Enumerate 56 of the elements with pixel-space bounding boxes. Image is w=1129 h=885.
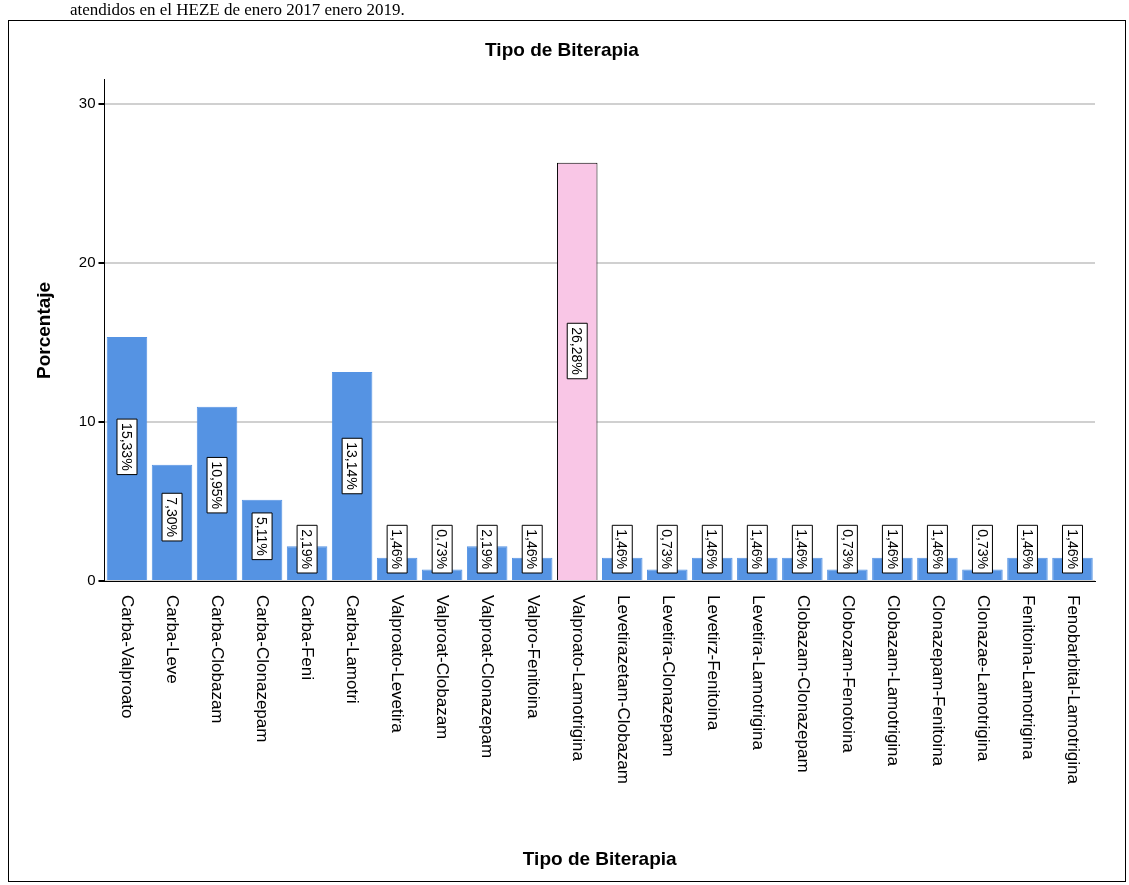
- x-tick-label: Fenobarbital-Lamotrigina: [1063, 595, 1083, 785]
- x-tick-label: Valproat-Clonazepam: [478, 595, 498, 759]
- data-label: 0,73%: [974, 529, 991, 569]
- data-label: 7,30%: [164, 497, 181, 537]
- x-tick-label: Clobazam-Lamotrigina: [883, 595, 903, 767]
- data-label: 0,73%: [434, 529, 451, 569]
- y-tick-label: 20: [78, 252, 96, 270]
- x-tick-label: Carba-Clobazam: [208, 595, 228, 724]
- x-tick-label: Valproato-Levetira: [388, 595, 408, 734]
- x-tick-label: Carba-Lamotri: [343, 595, 363, 704]
- y-tick-label: 0: [87, 571, 96, 589]
- x-tick-label: Levetira-Clonazepam: [658, 595, 678, 757]
- x-tick-label: Levetirazetam-Clobazam: [613, 595, 633, 784]
- x-tick-label: Carba-Clonazepam: [253, 595, 273, 743]
- data-label: 1,46%: [1019, 529, 1036, 569]
- data-label: 1,46%: [524, 529, 541, 569]
- chart-title: Tipo de Biterapia: [485, 38, 640, 60]
- data-label: 1,46%: [389, 529, 406, 569]
- bar: [331, 371, 373, 580]
- x-tick-label: Clobozam-Fenotoina: [838, 595, 858, 754]
- x-tick-label: Levetirz-Fenitoina: [703, 595, 723, 731]
- data-label: 1,46%: [704, 529, 721, 569]
- data-label: 1,46%: [614, 529, 631, 569]
- bar: [196, 406, 238, 580]
- y-tick-label: 10: [78, 412, 96, 430]
- x-tick-label: Clonazae-Lamotrigina: [973, 595, 993, 762]
- data-label: 5,11%: [254, 516, 271, 556]
- x-tick-label: Fenitoina-Lamotrigina: [1018, 595, 1038, 760]
- y-tick-label: 30: [78, 93, 96, 111]
- x-tick-label: Clobazam-Clonazepam: [793, 595, 813, 773]
- x-tick-label: Valproato-Lamotrigina: [568, 595, 588, 762]
- data-label: 0,73%: [839, 529, 856, 569]
- x-axis-title: Tipo de Biterapia: [522, 847, 678, 869]
- data-label: 13,14%: [344, 442, 361, 490]
- data-label: 1,46%: [794, 529, 811, 569]
- data-label: 10,95%: [209, 461, 226, 509]
- data-label: 1,46%: [929, 529, 946, 569]
- x-tick-label: Carba-Feni: [298, 595, 318, 681]
- data-label: 15,33%: [119, 423, 136, 471]
- y-axis-title: Porcentaje: [32, 281, 54, 379]
- data-label: 26,28%: [569, 327, 586, 375]
- x-tick-label: Valpro-Fenitoina: [523, 595, 543, 720]
- data-label: 1,46%: [884, 529, 901, 569]
- bar: [106, 337, 148, 580]
- data-label: 1,46%: [1064, 529, 1081, 569]
- data-label: 2,19%: [299, 529, 316, 569]
- data-label: 1,46%: [749, 529, 766, 569]
- x-tick-label: Carba-Valproato: [118, 595, 138, 719]
- bar: [151, 464, 193, 580]
- x-tick-label: Clonazepam-Fenitoina: [928, 595, 948, 767]
- data-label: 2,19%: [479, 529, 496, 569]
- x-tick-label: Valproat-Clobazam: [433, 595, 453, 740]
- text: atendidos en el HEZE de enero 2017 enero 2019.: [70, 0, 405, 20]
- x-tick-label: Levetira-Lamotrigina: [748, 595, 768, 751]
- data-label: 0,73%: [659, 529, 676, 569]
- x-tick-label: Carba-Leve: [163, 595, 183, 684]
